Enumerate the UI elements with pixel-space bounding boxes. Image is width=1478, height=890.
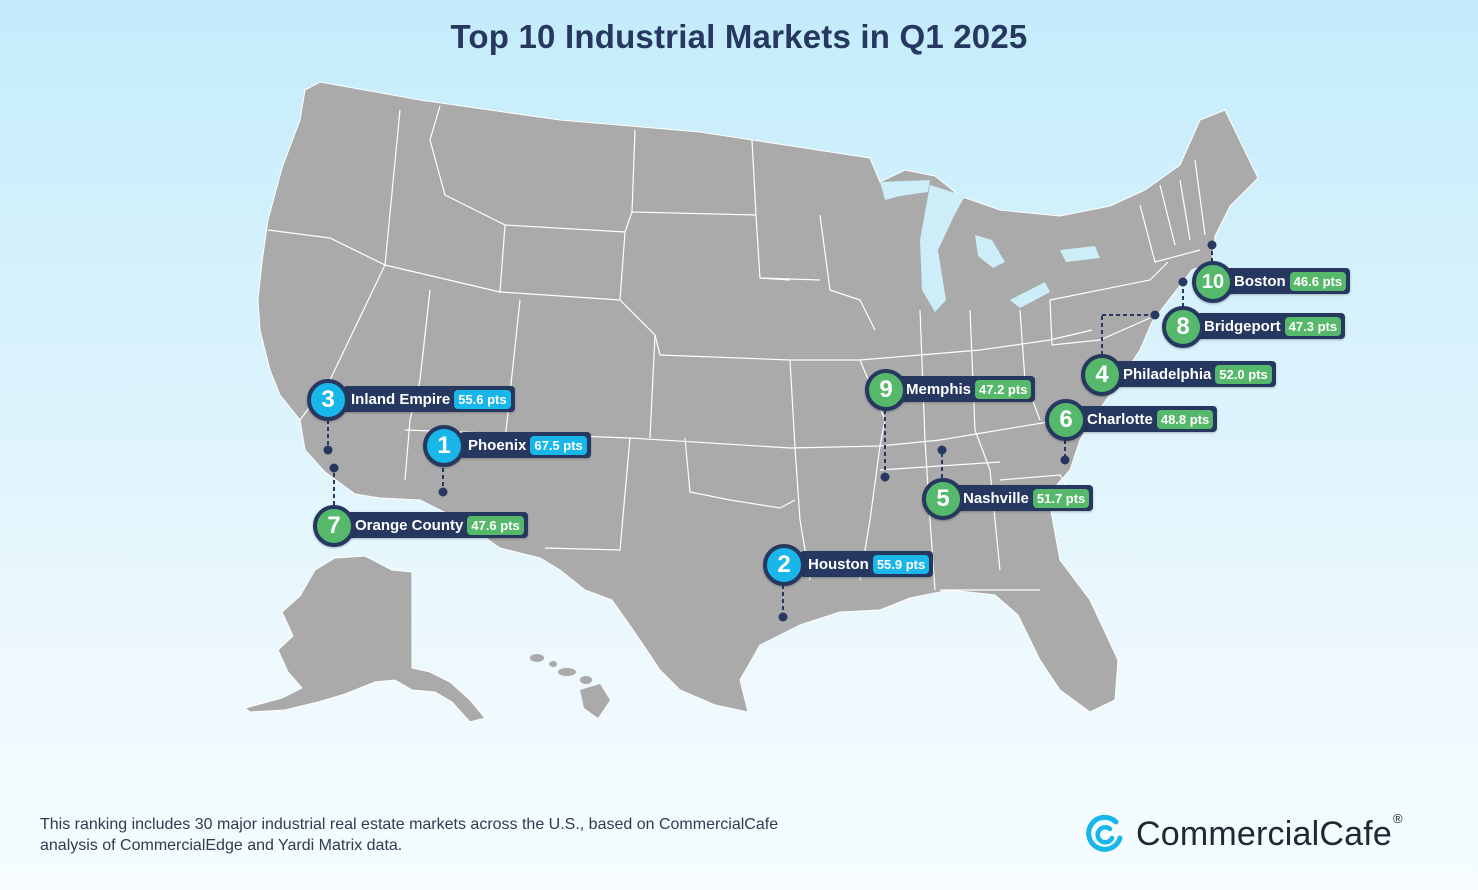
points-badge: 48.8 pts bbox=[1156, 409, 1214, 429]
contiguous-us-landmass bbox=[257, 81, 1259, 713]
city-name: Phoenix bbox=[468, 436, 527, 454]
market-label: Inland Empire 55.6 pts bbox=[343, 386, 515, 412]
location-dots bbox=[323, 240, 1217, 622]
rank-badge: 3 bbox=[307, 379, 349, 421]
rank-badge: 8 bbox=[1162, 306, 1204, 348]
rank-number: 7 bbox=[327, 512, 341, 539]
city-name: Nashville bbox=[963, 489, 1029, 507]
points-badge: 46.6 pts bbox=[1289, 271, 1347, 291]
rank-badge: 5 bbox=[922, 478, 964, 520]
market-label: Charlotte 48.8 pts bbox=[1079, 406, 1218, 432]
location-dot-philadelphia bbox=[1150, 310, 1160, 320]
commercialcafe-logo-icon bbox=[1086, 814, 1123, 852]
city-name: Inland Empire bbox=[351, 390, 451, 408]
rank-badge: 7 bbox=[313, 505, 355, 547]
market-label: Orange County 47.6 pts bbox=[347, 512, 528, 538]
hawaii-islands bbox=[530, 654, 610, 718]
points-badge: 67.5 pts bbox=[530, 435, 587, 455]
city-name: Philadelphia bbox=[1123, 365, 1212, 383]
rank-number: 1 bbox=[437, 432, 451, 459]
location-dot-charlotte bbox=[1060, 455, 1070, 465]
rank-number: 10 bbox=[1201, 270, 1225, 293]
points-badge: 47.6 pts bbox=[467, 515, 524, 535]
market-label: Nashville 51.7 pts bbox=[955, 485, 1094, 511]
location-dot-nashville bbox=[937, 445, 947, 455]
market-label: Philadelphia 52.0 pts bbox=[1115, 361, 1276, 387]
location-dot-bridgeport bbox=[1178, 277, 1188, 287]
city-name: Memphis bbox=[906, 380, 972, 398]
alaska-landmass bbox=[243, 555, 486, 723]
city-name: Orange County bbox=[355, 516, 464, 534]
rank-badge: 4 bbox=[1081, 354, 1123, 396]
city-name: Charlotte bbox=[1087, 410, 1153, 428]
methodology-footnote: This ranking includes 30 major industria… bbox=[40, 816, 779, 854]
city-name: Houston bbox=[808, 555, 869, 573]
rank-badge: 1 bbox=[423, 425, 465, 467]
points-badge: 55.6 pts bbox=[454, 389, 511, 409]
rank-badge: 2 bbox=[763, 544, 805, 586]
rank-number: 9 bbox=[879, 376, 893, 403]
logo-wordmark: CommercialCafe bbox=[1136, 814, 1392, 853]
rank-badge: 6 bbox=[1045, 399, 1087, 441]
city-name: Boston bbox=[1234, 272, 1286, 290]
registered-mark: ® bbox=[1392, 810, 1403, 826]
location-dot-memphis bbox=[880, 472, 890, 482]
rank-number: 2 bbox=[777, 551, 791, 578]
rank-badge: 10 bbox=[1192, 261, 1234, 303]
market-label: Phoenix 67.5 pts bbox=[460, 432, 591, 458]
market-label: Memphis 47.2 pts bbox=[898, 376, 1036, 402]
points-badge: 52.0 pts bbox=[1215, 364, 1272, 384]
commercialcafe-logo[interactable]: CommercialCafe ® bbox=[1086, 810, 1403, 858]
city-name: Bridgeport bbox=[1204, 317, 1281, 335]
state-borders bbox=[267, 105, 1206, 591]
rank-number: 6 bbox=[1059, 406, 1073, 433]
rank-badge: 9 bbox=[865, 369, 907, 411]
map-title: Top 10 Industrial Markets in Q1 2025 bbox=[450, 18, 1028, 55]
points-badge: 55.9 pts bbox=[872, 554, 930, 574]
market-label: Houston 55.9 pts bbox=[800, 551, 934, 577]
location-dot-houston bbox=[778, 612, 788, 622]
market-label: Bridgeport 47.3 pts bbox=[1196, 313, 1346, 339]
location-dot-inland-empire bbox=[323, 445, 333, 455]
rank-number: 5 bbox=[936, 485, 950, 512]
location-dot-phoenix bbox=[438, 487, 448, 497]
rank-number: 8 bbox=[1176, 313, 1190, 340]
rank-number: 4 bbox=[1095, 361, 1109, 388]
points-badge: 47.3 pts bbox=[1284, 316, 1342, 336]
great-lakes bbox=[880, 180, 1100, 312]
rank-number: 3 bbox=[321, 386, 335, 413]
location-dot-boston bbox=[1207, 240, 1217, 250]
location-dot-orange-county bbox=[329, 463, 339, 473]
market-label: Boston 46.6 pts bbox=[1226, 268, 1351, 294]
points-badge: 51.7 pts bbox=[1032, 488, 1090, 508]
points-badge: 47.2 pts bbox=[975, 379, 1032, 399]
